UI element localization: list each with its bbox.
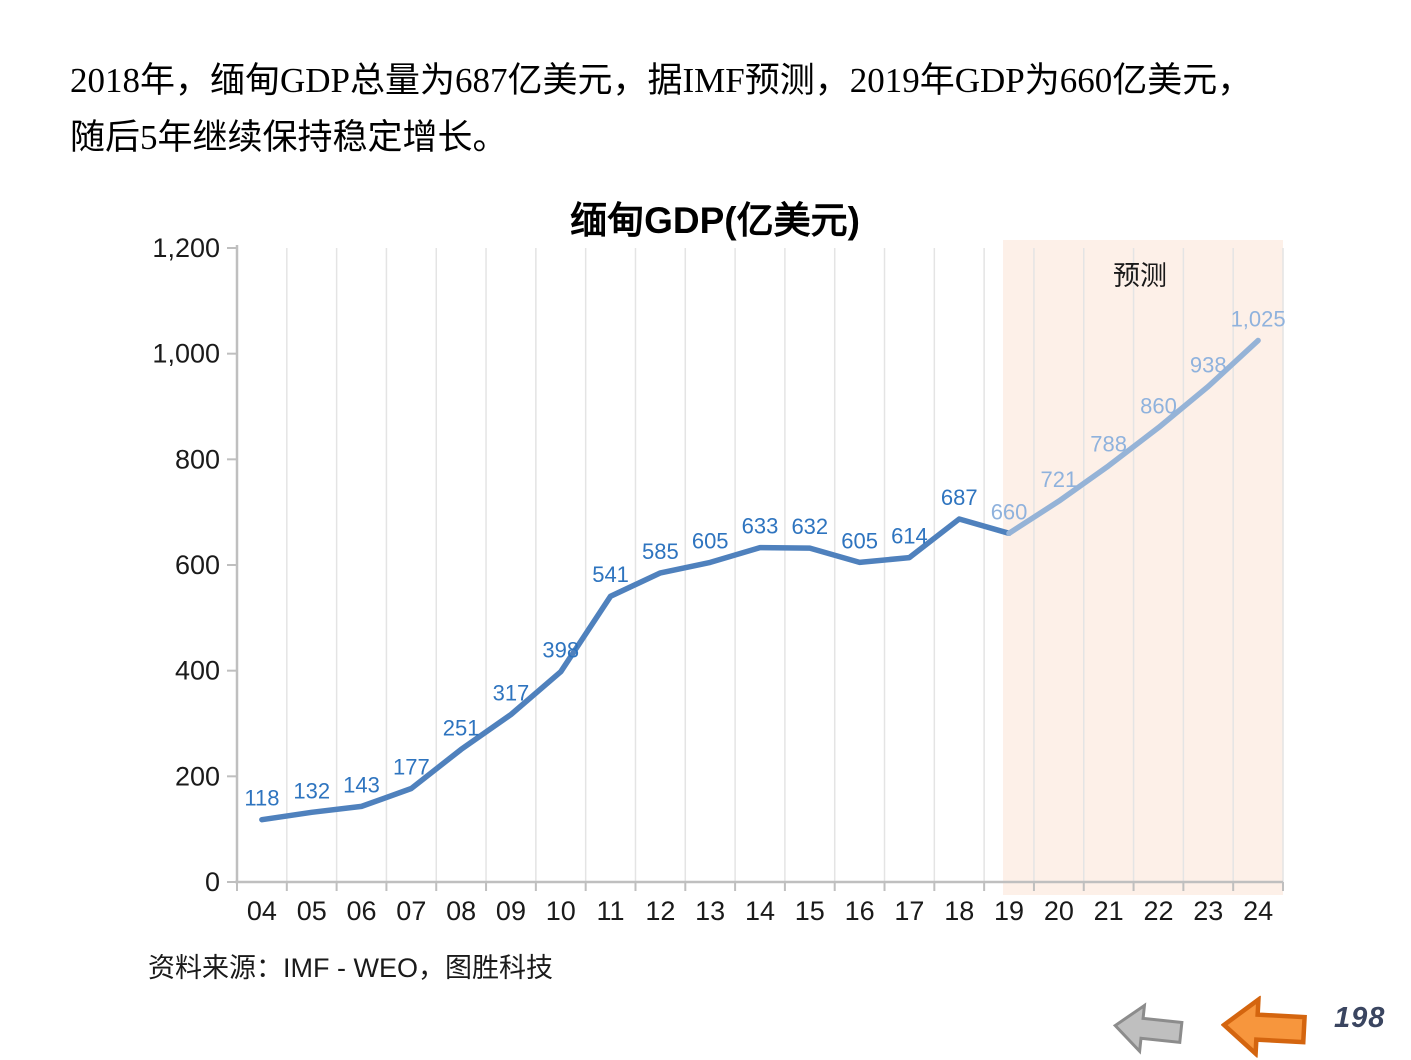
y-tick-label: 800 <box>175 444 220 474</box>
data-label: 860 <box>1140 394 1177 419</box>
data-label: 1,025 <box>1231 306 1286 331</box>
y-tick-label: 1,000 <box>152 339 220 369</box>
forecast-band <box>1003 240 1283 895</box>
data-label: 788 <box>1090 432 1127 457</box>
forecast-annotation: 预测 <box>1113 261 1167 291</box>
x-tick-label: 24 <box>1243 896 1273 926</box>
data-label: 585 <box>642 539 679 564</box>
x-tick-label: 23 <box>1193 896 1223 926</box>
x-tick-label: 07 <box>396 896 426 926</box>
data-label: 687 <box>941 485 978 510</box>
gdp-line-actual <box>259 516 1012 823</box>
x-tick-label: 09 <box>496 896 526 926</box>
x-tick-label: 13 <box>695 896 725 926</box>
x-tick-label: 05 <box>297 896 327 926</box>
x-tick-label: 14 <box>745 896 775 926</box>
left-arrow-icon[interactable] <box>1112 1002 1184 1056</box>
data-label: 633 <box>742 514 779 539</box>
data-label: 251 <box>443 715 480 740</box>
x-tick-label: 17 <box>894 896 924 926</box>
x-tick-label: 18 <box>944 896 974 926</box>
data-label: 118 <box>244 786 279 811</box>
x-tick-label: 11 <box>597 896 625 926</box>
data-label: 605 <box>692 528 729 553</box>
data-label: 938 <box>1190 352 1227 377</box>
nav-back-button[interactable] <box>1109 998 1186 1059</box>
x-tick-label: 08 <box>446 896 476 926</box>
data-label: 605 <box>841 528 878 553</box>
gdp-line-chart-canvas: 0 200 400 600 800 1,000 1,200 04 05 06 07 08 09 10 11 1… <box>152 233 1286 926</box>
chart-title: 缅甸GDP(亿美元) <box>570 200 860 241</box>
data-label: 143 <box>343 772 380 797</box>
intro-line-1: 2018年，缅甸GDP总量为687亿美元，据IMF预测，2019年GDP为660… <box>70 61 1253 100</box>
nav-previous-button[interactable] <box>1219 994 1308 1060</box>
y-tick-label: 400 <box>175 656 220 686</box>
intro-line-2: 随后5年继续保持稳定增长。 <box>70 118 508 157</box>
intro-paragraph: 2018年，缅甸GDP总量为687亿美元，据IMF预测，2019年GDP为660… <box>70 52 1390 166</box>
y-tick-label: 0 <box>205 867 220 897</box>
data-label: 177 <box>393 754 430 779</box>
x-tick-label: 21 <box>1094 896 1124 926</box>
x-tick-label: 10 <box>546 896 576 926</box>
y-tick-label: 1,200 <box>152 238 220 263</box>
x-tick-label: 20 <box>1044 896 1074 926</box>
x-tick-label: 16 <box>845 896 875 926</box>
data-source-note: 资料来源：IMF - WEO，图胜科技 <box>148 953 553 983</box>
gdp-line-chart: 0 200 400 600 800 1,000 1,200 04 05 06 07 08 09 10 11 1… <box>140 233 1290 944</box>
data-label: 614 <box>891 524 928 549</box>
x-tick-label: 04 <box>247 896 277 926</box>
data-label: 398 <box>542 638 579 663</box>
page-number: 198 <box>1334 1002 1386 1034</box>
x-tick-label: 22 <box>1143 896 1173 926</box>
data-label: 317 <box>493 681 530 706</box>
data-label: 660 <box>991 499 1028 524</box>
y-tick-label: 600 <box>175 550 220 580</box>
gdp-line-forecast <box>1006 337 1261 537</box>
data-label: 721 <box>1040 467 1077 492</box>
y-tick-label: 200 <box>175 761 220 791</box>
x-tick-label: 12 <box>645 896 675 926</box>
data-label: 541 <box>592 562 629 587</box>
data-label: 632 <box>791 514 828 539</box>
x-tick-label: 15 <box>795 896 825 926</box>
data-label: 132 <box>293 778 330 803</box>
x-tick-label: 19 <box>994 896 1024 926</box>
left-arrow-icon[interactable] <box>1220 995 1307 1059</box>
x-tick-label: 06 <box>347 896 377 926</box>
